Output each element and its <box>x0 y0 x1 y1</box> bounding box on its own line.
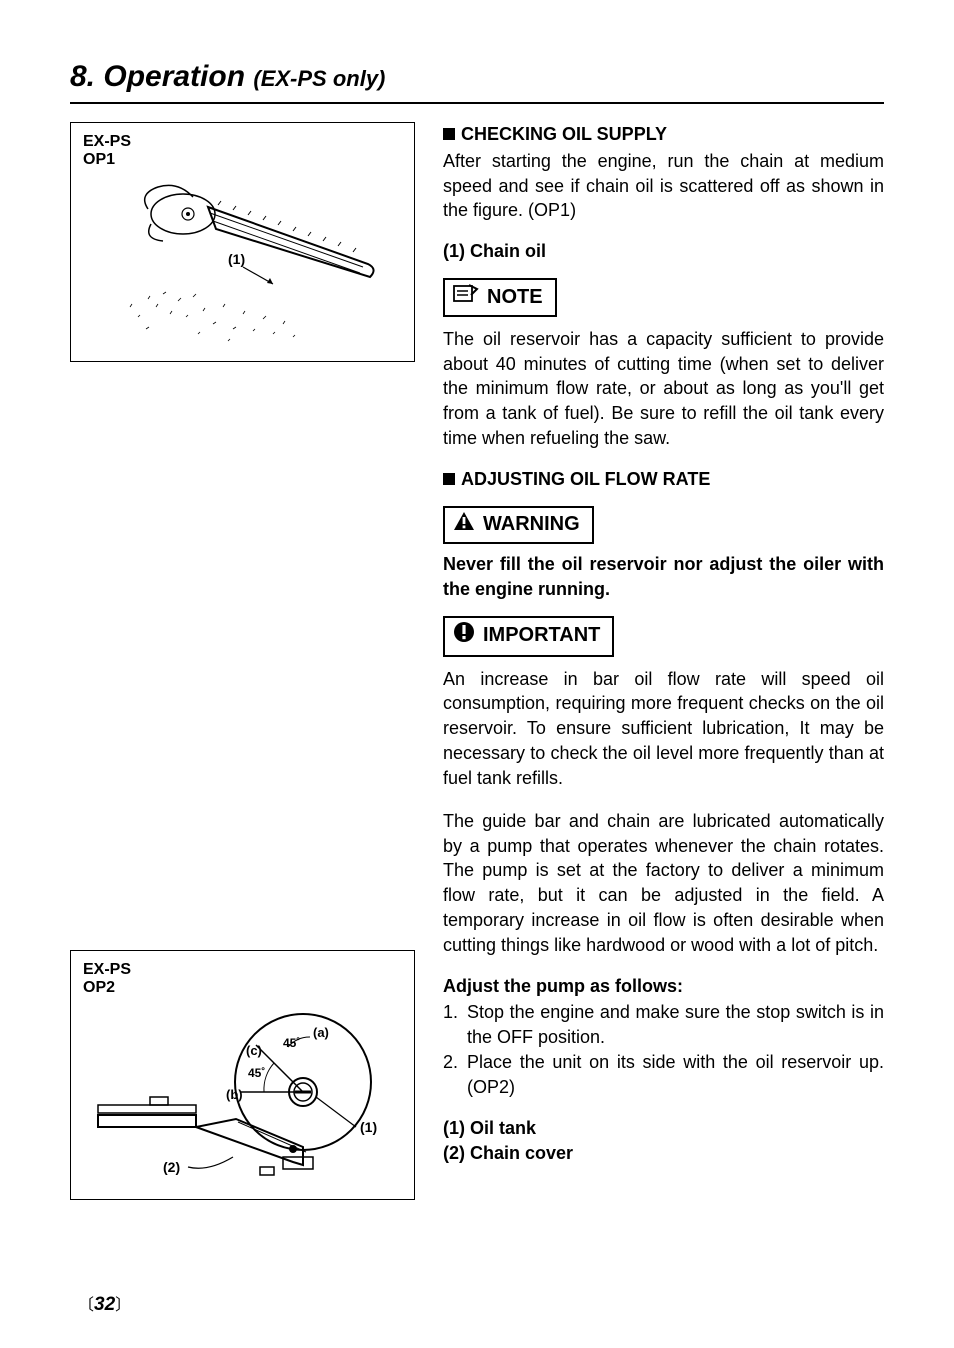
square-bullet-icon <box>443 473 455 485</box>
fig2-label-2: OP2 <box>83 979 402 997</box>
sec1-item: (1) Chain oil <box>443 239 884 264</box>
page-number-value: 32 <box>94 1294 115 1315</box>
def-2: (2) Chain cover <box>443 1141 884 1166</box>
svg-text:(1): (1) <box>360 1119 377 1135</box>
svg-text:45˚: 45˚ <box>283 1036 300 1050</box>
note-icon <box>453 283 479 312</box>
note-label: NOTE <box>487 284 543 312</box>
fig1-label-2: OP1 <box>83 151 402 169</box>
svg-text:(a): (a) <box>313 1025 329 1040</box>
fig1-label-1: EX-PS <box>83 133 402 151</box>
sec2-heading-text: ADJUSTING OIL FLOW RATE <box>461 469 710 489</box>
list-text: Place the unit on its side with the oil … <box>467 1050 884 1100</box>
fig1-callout-1: (1) <box>228 251 245 267</box>
sec2-heading: ADJUSTING OIL FLOW RATE <box>443 467 884 492</box>
warning-icon <box>453 511 475 540</box>
svg-text:45˚: 45˚ <box>248 1066 265 1080</box>
fig2-wrapper: EX-PS OP2 (a) 45˚ (c) <box>70 950 415 1200</box>
svg-text:(2): (2) <box>163 1159 180 1175</box>
fig1-svg: (1) <box>88 169 398 349</box>
para2: The guide bar and chain are lubricated a… <box>443 809 884 958</box>
fig2-svg: (a) 45˚ (c) 45˚ (b) (1) <box>88 997 398 1187</box>
note-box: NOTE <box>443 278 557 317</box>
page-number: 〔32〕 <box>78 1291 131 1316</box>
page-title: 8. Operation (EX-PS only) <box>70 60 884 94</box>
title-sub: (EX-PS only) <box>253 66 385 91</box>
sec1-heading: CHECKING OIL SUPPLY <box>443 122 884 147</box>
right-column: CHECKING OIL SUPPLY After starting the e… <box>443 122 884 1200</box>
adjust-heading: Adjust the pump as follows: <box>443 974 884 999</box>
important-label: IMPORTANT <box>483 622 600 650</box>
svg-text:(c): (c) <box>246 1043 262 1058</box>
adjust-item-2: 2. Place the unit on its side with the o… <box>443 1050 884 1100</box>
title-rule <box>70 102 884 104</box>
svg-text:(b): (b) <box>226 1087 243 1102</box>
def-1: (1) Oil tank <box>443 1116 884 1141</box>
list-text: Stop the engine and make sure the stop s… <box>467 1000 884 1050</box>
fig2-label-1: EX-PS <box>83 961 402 979</box>
important-icon <box>453 621 475 652</box>
warning-label: WARNING <box>483 511 580 539</box>
figure-op1: EX-PS OP1 (1) <box>70 122 415 362</box>
figure-op2: EX-PS OP2 (a) 45˚ (c) <box>70 950 415 1200</box>
adjust-item-1: 1. Stop the engine and make sure the sto… <box>443 1000 884 1050</box>
square-bullet-icon <box>443 128 455 140</box>
left-column: EX-PS OP1 (1) <box>70 122 415 1200</box>
adjust-list: 1. Stop the engine and make sure the sto… <box>443 1000 884 1099</box>
sec1-heading-text: CHECKING OIL SUPPLY <box>461 124 667 144</box>
content-columns: EX-PS OP1 (1) <box>70 122 884 1200</box>
important-text: An increase in bar oil flow rate will sp… <box>443 667 884 791</box>
warning-box: WARNING <box>443 506 594 545</box>
warning-text: Never fill the oil reservoir nor adjust … <box>443 552 884 602</box>
list-number: 1. <box>443 1000 467 1050</box>
list-number: 2. <box>443 1050 467 1100</box>
title-main: 8. Operation <box>70 60 253 93</box>
sec1-text: After starting the engine, run the chain… <box>443 149 884 223</box>
note-text: The oil reservoir has a capacity suffici… <box>443 327 884 451</box>
important-box: IMPORTANT <box>443 616 614 657</box>
